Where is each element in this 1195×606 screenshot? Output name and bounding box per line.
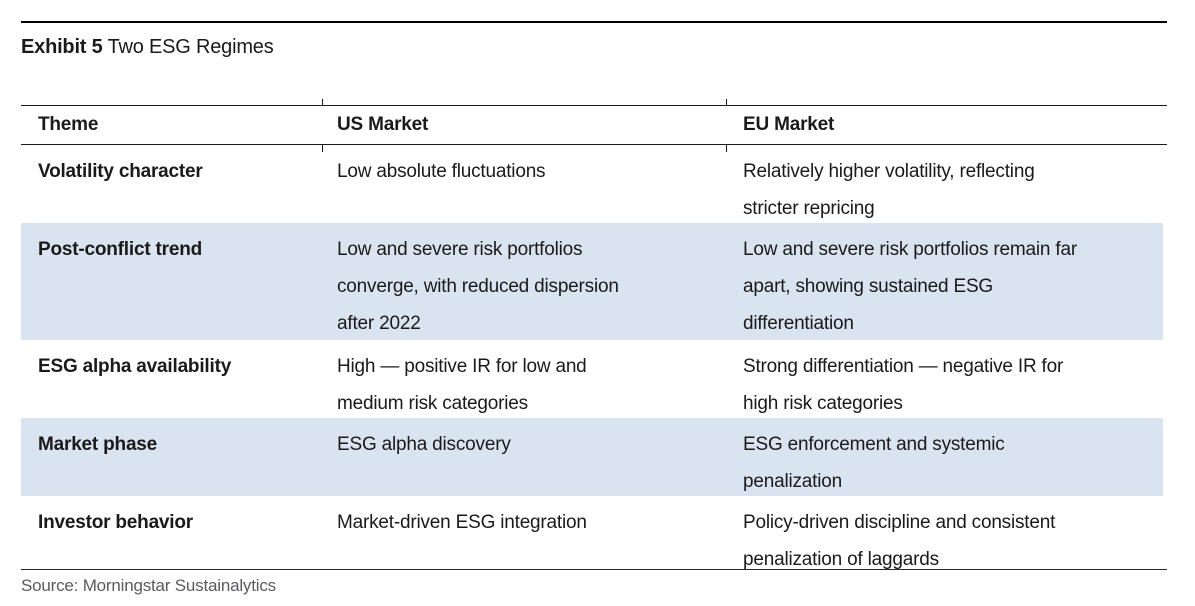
eu-market-cell: Strong differentiation — negative IR for…: [743, 356, 1064, 414]
esg-regimes-table: Theme US Market EU Market Volatility cha…: [21, 99, 1167, 570]
exhibit-label: Exhibit 5: [21, 36, 103, 58]
table-row: Market phase ESG alpha discovery ESG enf…: [21, 418, 1167, 496]
theme-cell: ESG alpha availability: [38, 356, 232, 377]
theme-cell: Market phase: [38, 434, 158, 455]
table-row: ESG alpha availability High — positive I…: [21, 340, 1167, 418]
column-header-eu-market: EU Market: [743, 114, 835, 135]
column-tick: [322, 145, 323, 152]
us-market-cell: Low absolute fluctuations: [337, 161, 546, 182]
us-market-cell: Market-driven ESG integration: [337, 512, 587, 533]
table-header-row: Theme US Market EU Market: [21, 99, 1167, 152]
exhibit-name: Two ESG Regimes: [107, 36, 274, 58]
source-note: Source: Morningstar Sustainalytics: [21, 576, 276, 595]
eu-market-cell: Policy-driven discipline and consistent …: [743, 512, 1056, 570]
us-market-cell: ESG alpha discovery: [337, 434, 511, 455]
table-row: Post-conflict trend Low and severe risk …: [21, 223, 1167, 340]
table-row: Investor behavior Market-driven ESG inte…: [21, 496, 1167, 570]
column-header-theme: Theme: [38, 114, 99, 135]
column-header-us-market: US Market: [337, 114, 429, 135]
eu-market-cell: Low and severe risk portfolios remain fa…: [743, 239, 1077, 334]
column-tick: [726, 99, 727, 106]
theme-cell: Investor behavior: [38, 512, 193, 533]
top-rule: [21, 21, 1167, 23]
column-tick: [322, 99, 323, 106]
eu-market-cell: ESG enforcement and systemic penalizatio…: [743, 434, 1005, 492]
column-tick: [726, 145, 727, 152]
us-market-cell: High — positive IR for low and medium ri…: [337, 356, 587, 414]
us-market-cell: Low and severe risk portfolios converge,…: [337, 239, 619, 334]
eu-market-cell: Relatively higher volatility, reflecting…: [743, 161, 1035, 219]
exhibit-title: Exhibit 5 Two ESG Regimes: [21, 36, 274, 59]
theme-cell: Volatility character: [38, 161, 203, 182]
table-row: Volatility character Low absolute fluctu…: [21, 145, 1167, 223]
table-body: Volatility character Low absolute fluctu…: [21, 145, 1167, 570]
theme-cell: Post-conflict trend: [38, 239, 203, 260]
